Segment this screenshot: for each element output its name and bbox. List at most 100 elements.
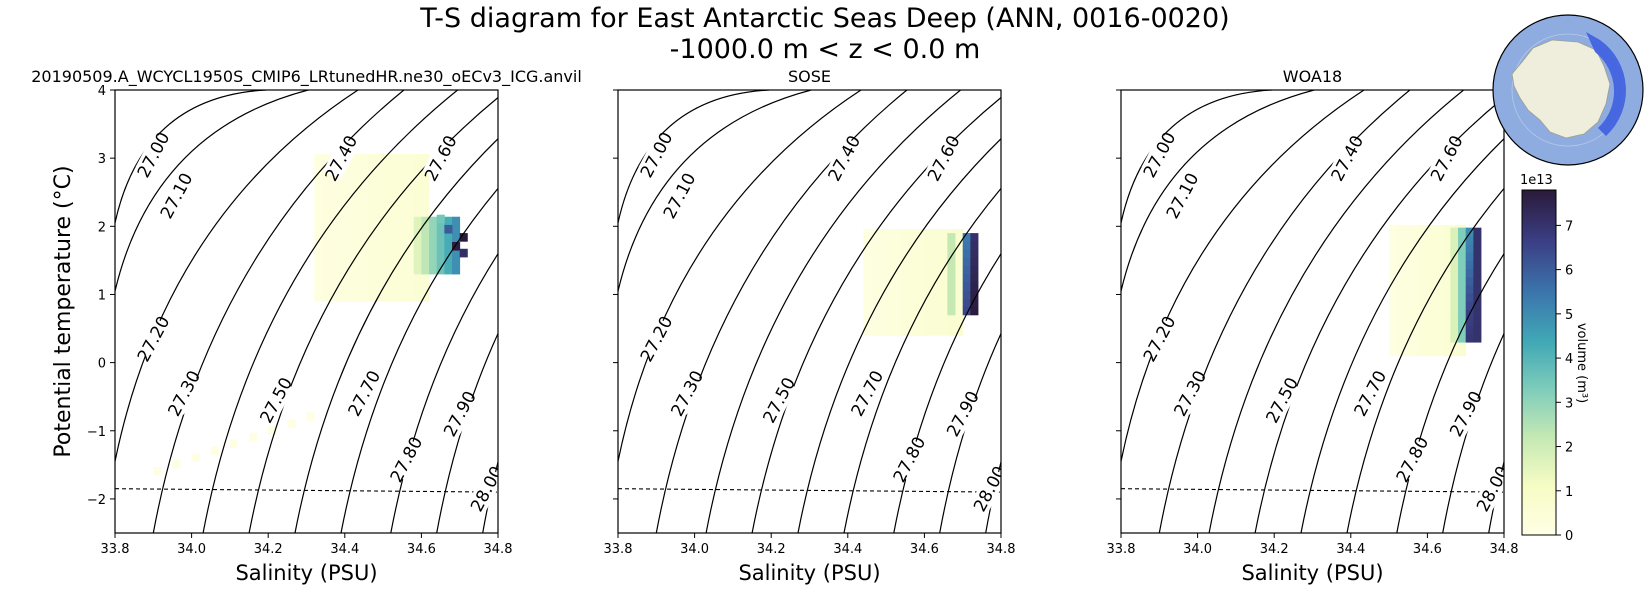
freezing-line: [115, 488, 498, 493]
histogram-cell: [1389, 265, 1398, 275]
histogram-cell: [367, 293, 376, 302]
histogram-cell: [1396, 323, 1405, 332]
histogram-cell: [375, 162, 384, 171]
isopycnal-line: [797, 138, 1001, 533]
histogram-cell: [1458, 260, 1467, 269]
histogram-cell: [367, 276, 376, 286]
histogram-cell: [1404, 249, 1413, 259]
histogram-cell: [1473, 293, 1482, 302]
histogram-cell: [1389, 314, 1398, 324]
histogram-cell: [886, 269, 895, 279]
histogram-cell: [962, 257, 971, 267]
x-tick-label: 33.8: [101, 542, 130, 557]
histogram-cell: [1389, 282, 1398, 291]
histogram-cell: [352, 293, 361, 302]
histogram-cell: [390, 284, 399, 294]
histogram-cell: [863, 229, 872, 238]
histogram-cell: [329, 203, 338, 212]
histogram-cell: [314, 211, 323, 220]
histogram-cell: [878, 327, 887, 336]
histogram-cell: [314, 170, 323, 179]
histogram-cell: [955, 327, 964, 336]
histogram-cell: [1427, 224, 1436, 234]
histogram-cell: [375, 276, 384, 286]
histogram-cell: [1473, 309, 1482, 319]
histogram-cell: [909, 253, 918, 263]
histogram-cell: [1389, 347, 1398, 357]
plot-area: 27.0027.1027.2027.3027.4027.5027.6027.70…: [115, 90, 498, 533]
histogram-cell: [878, 302, 887, 312]
histogram-cell: [398, 219, 407, 229]
histogram-cell: [367, 284, 376, 294]
contour-label-bg: [638, 133, 675, 177]
histogram-cell: [1450, 301, 1459, 310]
histogram-cell: [1450, 244, 1459, 253]
histogram-cell: [924, 261, 933, 271]
histogram-cell: [916, 253, 925, 263]
x-tick-label: 34.0: [680, 542, 709, 557]
histogram-cell: [375, 194, 384, 204]
histogram-cell: [321, 170, 330, 179]
histogram-cell: [383, 219, 392, 229]
histogram-cell: [406, 227, 415, 237]
histogram-cell: [939, 278, 948, 287]
contour-label: 27.80: [1393, 434, 1434, 486]
histogram-cell: [893, 278, 902, 287]
colorbar-multiplier: 1e13: [1520, 173, 1553, 188]
histogram-cell: [1435, 347, 1444, 357]
histogram-cell: [1473, 276, 1482, 286]
histogram-cell: [924, 294, 933, 304]
histogram-cell: [413, 257, 422, 267]
histogram-cell: [1473, 325, 1482, 335]
histogram-cell: [390, 244, 399, 253]
histogram-cell: [947, 273, 956, 283]
histogram-cell: [955, 318, 964, 328]
histogram-cell: [321, 203, 330, 212]
histogram-cell: [314, 162, 323, 171]
histogram-cell: [870, 269, 879, 279]
histogram-cell: [429, 216, 438, 226]
histogram-cell: [886, 278, 895, 287]
histogram-cell: [909, 261, 918, 271]
histogram-cell: [962, 265, 971, 275]
histogram-cell: [398, 186, 407, 196]
histogram-cell: [1435, 249, 1444, 259]
histogram-cell: [352, 162, 361, 171]
histogram-cell: [1458, 317, 1467, 327]
histogram-cell: [337, 284, 346, 294]
histogram-cell: [1435, 224, 1444, 234]
histogram-cell: [1427, 331, 1436, 340]
histogram-cell: [1389, 249, 1398, 259]
histogram-cell: [452, 224, 461, 234]
histogram-cell: [1435, 323, 1444, 332]
histogram-cell: [901, 229, 910, 238]
histogram-cell: [1427, 249, 1436, 259]
histogram-cell: [452, 216, 461, 226]
histogram-cell: [901, 278, 910, 287]
histogram-cell: [863, 237, 872, 246]
histogram-cell: [436, 249, 445, 259]
histogram-cell: [1412, 233, 1421, 242]
histogram-cell: [955, 278, 964, 287]
histogram-cell: [1404, 306, 1413, 316]
histogram-cell: [1412, 257, 1421, 267]
histogram-cell: [360, 244, 369, 253]
isopycnal-line: [248, 96, 498, 533]
histogram-cell: [901, 269, 910, 279]
histogram-cell: [955, 286, 964, 295]
histogram-cell: [916, 261, 925, 271]
histogram-cell: [337, 186, 346, 196]
histogram-cell: [893, 269, 902, 279]
histogram-cell: [1412, 265, 1421, 275]
histogram-cell: [452, 257, 461, 267]
histogram-cell: [413, 203, 422, 212]
histogram-cell: [421, 154, 430, 163]
histogram-cell: [1412, 314, 1421, 324]
histogram-cell: [924, 286, 933, 295]
histogram-cell: [886, 261, 895, 271]
isopycnal-line: [1121, 90, 1365, 462]
histogram-cell: [893, 302, 902, 312]
contour-label: 27.90: [1446, 388, 1487, 440]
histogram-cell: [962, 306, 971, 316]
